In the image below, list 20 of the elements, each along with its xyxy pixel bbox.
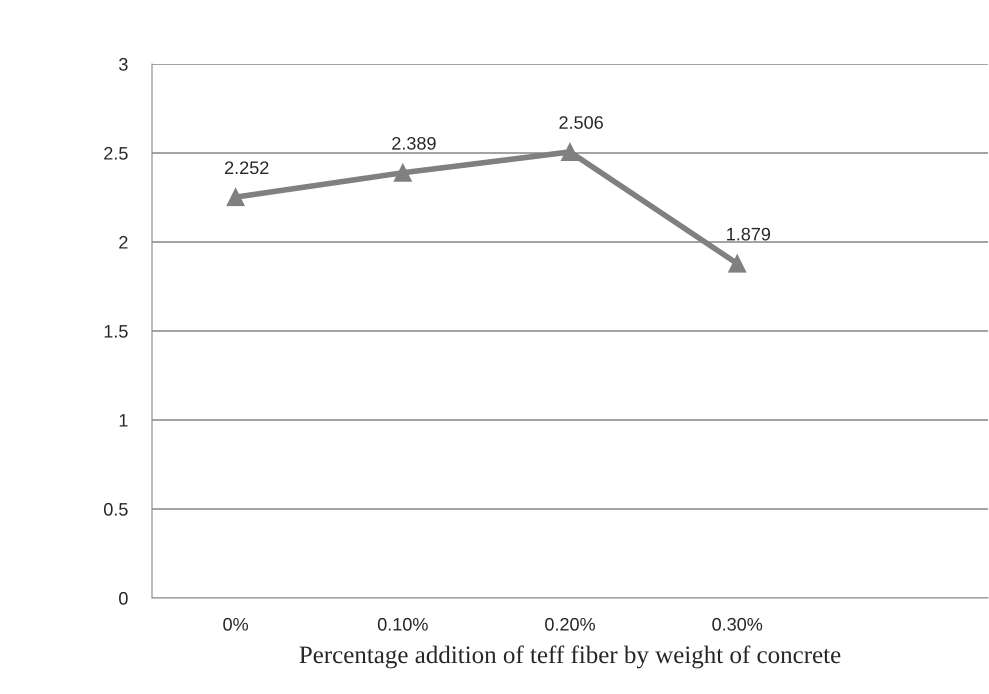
point [394, 164, 412, 182]
y-tick-label: 3 [119, 58, 128, 71]
y-tick-label: 0.5 [104, 502, 128, 516]
point [560, 142, 580, 161]
x-axis-title: Percentage addition of teff fiber by weight of concrete [300, 645, 840, 668]
point [728, 254, 746, 273]
data-label: 2.389 [392, 136, 436, 150]
y-tick-label: 2 [119, 236, 128, 249]
x-tick-label: 0% [223, 618, 248, 631]
point [226, 188, 245, 206]
y-tick-label: 1 [120, 414, 128, 427]
data-label: 2.252 [225, 161, 268, 174]
data-label: 2.506 [559, 116, 603, 129]
y-tick-label: 2.5 [104, 146, 128, 160]
x-tick-label: 0.20% [545, 618, 595, 631]
y-tick-label: 1.5 [104, 325, 128, 338]
x-tick-label: 0.10% [378, 618, 428, 631]
y-tick-label: 0 [119, 592, 128, 605]
x-tick-label: 0.30% [712, 618, 762, 631]
data-label: 1.879 [727, 228, 770, 241]
